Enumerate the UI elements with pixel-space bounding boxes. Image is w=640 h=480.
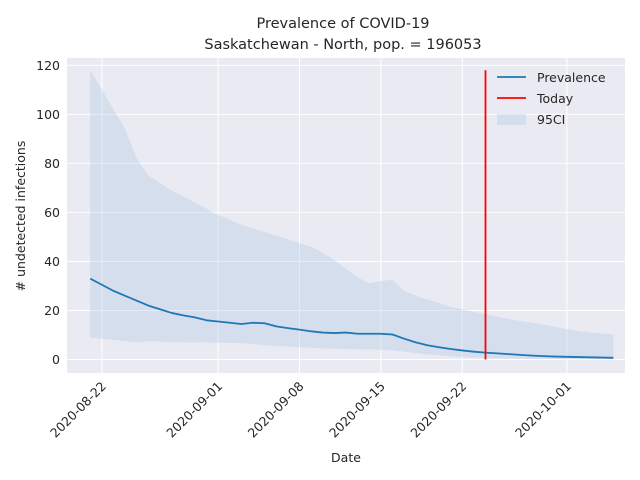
confidence-band (90, 70, 614, 360)
y-tick-label: 120 (36, 58, 60, 73)
legend-label-95ci: 95CI (537, 112, 565, 127)
x-tick-label: 2020-09-01 (163, 379, 225, 441)
plot-background (67, 58, 625, 373)
x-tick-label: 2020-09-15 (326, 379, 388, 441)
x-tick-label: 2020-09-22 (407, 379, 469, 441)
x-tick-label: 2020-08-22 (47, 379, 109, 441)
x-tick-labels: 2020-08-22 2020-09-01 2020-09-08 2020-09-15… (47, 378, 574, 440)
chart-title: Prevalence of COVID-19 (256, 16, 429, 32)
y-axis-label: # undetected infections (13, 141, 28, 292)
chart-subtitle: Saskatchewan - North, pop. = 196053 (204, 37, 481, 53)
y-tick-labels: 0 20 40 60 80 100 120 (36, 58, 60, 367)
y-tick-label: 80 (44, 156, 60, 171)
y-tick-label: 40 (44, 254, 60, 269)
legend-swatch-95ci (497, 114, 526, 125)
confidence-band-area (90, 70, 614, 360)
prevalence-line (89, 277, 614, 359)
y-tick-label: 20 (44, 303, 60, 318)
y-tick-label: 0 (52, 352, 60, 367)
y-tick-label: 60 (44, 205, 60, 220)
y-tick-label: 100 (36, 107, 60, 122)
x-tick-label: 2020-10-01 (512, 379, 574, 441)
legend-label-prevalence: Prevalence (537, 70, 606, 85)
legend-label-today: Today (536, 91, 574, 106)
legend: Prevalence Today 95CI (497, 70, 606, 127)
x-tick-label: 2020-09-08 (245, 378, 307, 440)
x-axis-label: Date (331, 450, 361, 465)
series-lines (89, 70, 614, 360)
grid (67, 58, 625, 373)
